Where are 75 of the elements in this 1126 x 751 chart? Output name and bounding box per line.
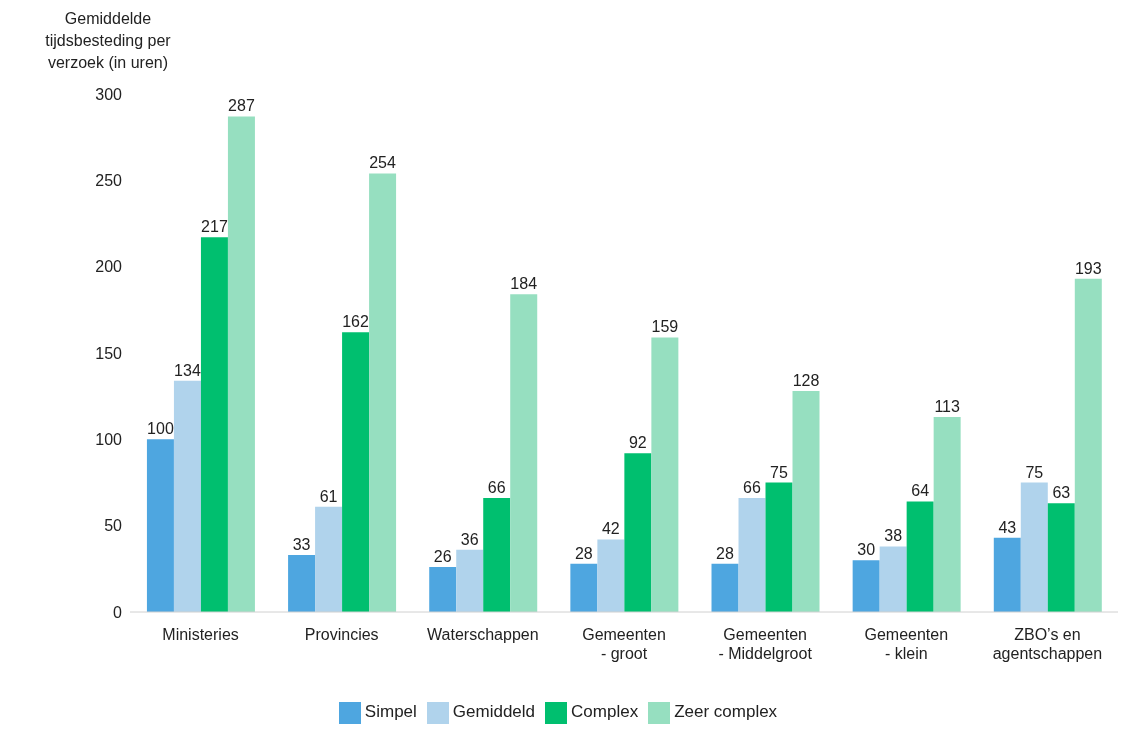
data-label: 134 bbox=[174, 361, 201, 379]
x-tick-label: Provincies bbox=[304, 626, 379, 643]
x-tick-label: Gemeenten - Middelgroot bbox=[718, 626, 813, 662]
legend-label: Simpel bbox=[364, 702, 417, 722]
data-label: 113 bbox=[934, 397, 960, 415]
y-tick-label: 100 bbox=[95, 431, 123, 449]
data-label: 43 bbox=[998, 518, 1017, 536]
data-label: 162 bbox=[342, 313, 370, 331]
y-tick-label: 50 bbox=[104, 517, 123, 535]
data-label: 28 bbox=[574, 544, 593, 562]
x-tick-label: Ministeries bbox=[162, 626, 239, 643]
data-label: 63 bbox=[1052, 484, 1071, 502]
y-axis-title: Gemiddelde tijdsbesteding per verzoek (in uren) bbox=[44, 9, 172, 73]
bar bbox=[906, 501, 934, 612]
bar bbox=[738, 498, 766, 612]
bar bbox=[369, 173, 397, 612]
data-label: 38 bbox=[884, 527, 903, 545]
data-label: 159 bbox=[651, 318, 679, 336]
bar bbox=[1074, 278, 1102, 612]
bar bbox=[429, 567, 457, 612]
data-label: 66 bbox=[487, 479, 506, 497]
bar bbox=[765, 482, 793, 612]
data-label: 128 bbox=[792, 371, 820, 389]
y-tick-label: 150 bbox=[95, 344, 123, 362]
y-tick-label: 250 bbox=[95, 172, 123, 190]
bar bbox=[792, 390, 820, 612]
data-label: 66 bbox=[743, 479, 762, 497]
x-tick-label: Waterschappen bbox=[427, 626, 539, 643]
bar bbox=[993, 537, 1021, 612]
data-label: 36 bbox=[460, 530, 479, 548]
legend-label: Complex bbox=[571, 702, 639, 722]
bar bbox=[146, 439, 174, 612]
legend-label: Gemiddeld bbox=[452, 702, 536, 722]
data-label: 33 bbox=[292, 536, 311, 554]
bar bbox=[173, 380, 201, 612]
bar bbox=[510, 294, 538, 612]
bar bbox=[456, 549, 484, 612]
bar bbox=[483, 498, 511, 612]
x-tick-label: Gemeenten - klein bbox=[864, 626, 949, 662]
bar bbox=[227, 116, 255, 612]
bar bbox=[342, 332, 370, 612]
bar bbox=[570, 563, 598, 612]
data-label: 193 bbox=[1074, 259, 1102, 277]
bar bbox=[1047, 503, 1075, 612]
data-label: 217 bbox=[201, 218, 228, 236]
bar bbox=[624, 453, 652, 612]
bar bbox=[1020, 482, 1048, 612]
data-label: 61 bbox=[319, 487, 338, 505]
bar bbox=[315, 506, 343, 612]
bar bbox=[933, 416, 961, 612]
bar bbox=[711, 563, 739, 612]
bar bbox=[651, 337, 679, 612]
x-tick-label: Gemeenten - groot bbox=[582, 626, 666, 662]
data-label: 42 bbox=[601, 520, 620, 538]
data-label: 184 bbox=[510, 275, 538, 293]
legend-label: Zeer complex bbox=[674, 702, 778, 722]
y-tick-label: 200 bbox=[95, 258, 123, 276]
data-label: 100 bbox=[147, 420, 174, 438]
data-label: 26 bbox=[433, 548, 452, 566]
bar bbox=[879, 546, 907, 612]
bar bbox=[200, 237, 228, 612]
y-tick-label: 300 bbox=[95, 85, 123, 103]
data-label: 254 bbox=[369, 154, 397, 172]
x-tick-label: ZBO’s en agentschappen bbox=[992, 626, 1103, 662]
data-label: 64 bbox=[911, 482, 930, 500]
data-label: 30 bbox=[857, 541, 876, 559]
bar bbox=[852, 560, 880, 612]
data-label: 75 bbox=[1025, 463, 1044, 481]
bar bbox=[288, 555, 316, 612]
data-label: 28 bbox=[716, 544, 735, 562]
bar bbox=[597, 539, 625, 612]
data-label: 75 bbox=[770, 463, 789, 481]
y-tick-label: 0 bbox=[113, 603, 123, 621]
data-label: 287 bbox=[228, 97, 255, 115]
data-label: 92 bbox=[628, 434, 647, 452]
